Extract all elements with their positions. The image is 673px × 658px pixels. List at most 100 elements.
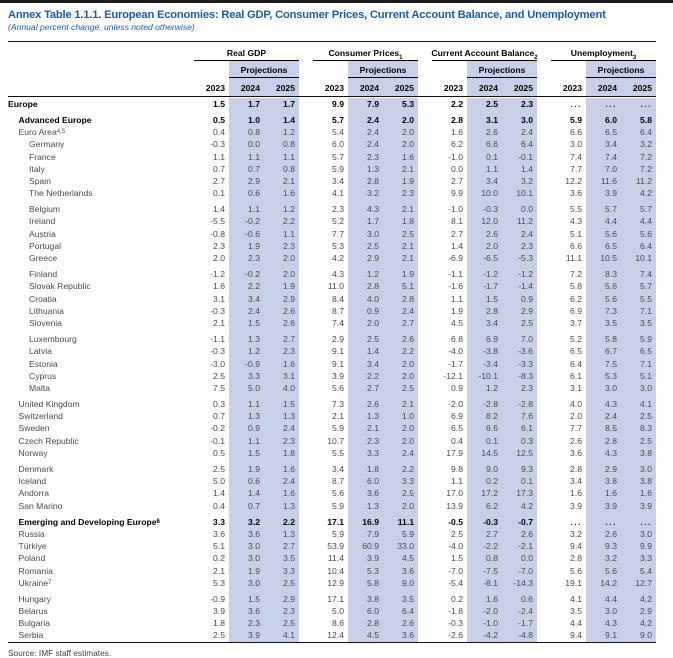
- row-spacer: [264, 512, 299, 516]
- value-cell: 2.8: [570, 553, 582, 564]
- value-cell: 5.7: [621, 203, 656, 216]
- group-gap: [418, 252, 432, 264]
- value-cell: 2.3: [502, 240, 537, 253]
- value-cell: 7.0: [502, 333, 537, 346]
- value-cell: -0.2: [229, 268, 264, 281]
- value-cell: 9.3: [502, 463, 537, 476]
- value-cell: 3.4: [467, 317, 502, 330]
- value-cell: 5.0: [332, 606, 344, 617]
- year-base-spacer: [194, 61, 229, 75]
- group-gap: [537, 126, 551, 138]
- value-cell: 1.6: [264, 187, 299, 200]
- value-cell: 2.5: [621, 434, 656, 448]
- value-cell: 2.8: [383, 292, 418, 305]
- value-cell: 5.9: [332, 423, 344, 434]
- value-cell: -4.8: [502, 629, 537, 642]
- value-cell: 3.3: [264, 564, 299, 577]
- value-cell: -0.3: [467, 516, 502, 529]
- value-cell: 2.1: [383, 240, 418, 253]
- row-spacer: [383, 394, 418, 399]
- value-cell: 1.5: [229, 317, 264, 330]
- value-cell: 6.4: [502, 138, 537, 151]
- value-cell: -2.6: [448, 630, 463, 641]
- value-cell: -2.1: [502, 540, 537, 553]
- group-gap: [418, 139, 432, 151]
- column-group-header: Current Account Balance 2: [431, 43, 538, 61]
- row-spacer: [348, 264, 383, 269]
- row-spacer: [264, 394, 299, 399]
- value-cell: 3.0: [502, 114, 537, 127]
- value-cell: 2.7: [213, 175, 225, 186]
- group-gap: [537, 565, 551, 577]
- value-cell: 2.9: [332, 334, 344, 345]
- row-spacer: [621, 589, 656, 594]
- value-cell: 2.4: [348, 114, 383, 127]
- value-cell: 2.2: [264, 516, 299, 529]
- value-cell: -2.0: [467, 605, 502, 618]
- value-cell: 1.4: [229, 487, 264, 500]
- row-label: Portugal: [29, 240, 62, 251]
- value-cell: 7.4: [332, 317, 344, 328]
- group-gap: [418, 382, 432, 394]
- value-cell: -1.7: [467, 280, 502, 293]
- value-cell: 1.6: [621, 487, 656, 500]
- value-cell: -3.4: [467, 357, 502, 370]
- value-cell: 2.0: [467, 240, 502, 253]
- value-cell: 5.1: [570, 228, 582, 239]
- value-cell: 5.8: [586, 333, 621, 346]
- value-cell: 1.3: [348, 162, 383, 176]
- value-cell: 8.1: [451, 216, 463, 227]
- value-cell: 2.3: [332, 204, 344, 215]
- value-cell: 3.1: [264, 369, 299, 383]
- row-spacer: [264, 264, 299, 269]
- value-cell: 2.4: [229, 305, 264, 318]
- value-cell: 3.6: [383, 629, 418, 642]
- value-cell: 0.4: [213, 500, 225, 511]
- row-spacer: [502, 459, 537, 464]
- value-cell: 5.8: [348, 576, 383, 590]
- group-gap: [537, 98, 551, 110]
- row-spacer: [467, 110, 502, 115]
- value-cell: 9.1: [586, 629, 621, 642]
- row-label: Advanced Europe: [18, 114, 92, 125]
- value-cell: 0.7: [213, 411, 225, 422]
- group-gap: [418, 293, 432, 305]
- year-header: 2024: [229, 78, 264, 96]
- value-cell: 2.0: [264, 252, 299, 265]
- value-cell: 3.9: [621, 499, 656, 512]
- value-cell: 9.0: [383, 576, 418, 590]
- group-gap: [537, 370, 551, 382]
- group-gap: [418, 216, 432, 228]
- value-cell: 14.5: [467, 447, 502, 460]
- value-cell: 7.4: [621, 268, 656, 281]
- row-spacer: [502, 394, 537, 399]
- value-cell: 2.9: [264, 593, 299, 606]
- value-cell: 3.8: [621, 447, 656, 460]
- value-cell: 12.2: [565, 175, 582, 186]
- value-cell: 1.6: [570, 488, 582, 499]
- group-gap: [537, 500, 551, 512]
- group-gap: [418, 398, 432, 410]
- value-cell: 1.3: [348, 410, 383, 423]
- group-gap: [418, 228, 432, 240]
- value-cell: -2.2: [467, 540, 502, 553]
- group-gap: [537, 411, 551, 423]
- value-cell: 4.5: [451, 317, 463, 328]
- value-cell: -0.9: [229, 357, 264, 370]
- group-gap: [299, 540, 313, 552]
- value-cell: 3.9: [570, 500, 582, 511]
- value-cell: 0.6: [502, 593, 537, 606]
- group-gap: [537, 175, 551, 187]
- value-cell: 5.9: [332, 163, 344, 174]
- value-cell: 8.7: [332, 305, 344, 316]
- value-cell: 4.2: [621, 617, 656, 630]
- group-gap: [537, 398, 551, 410]
- row-label: Europe: [8, 98, 38, 109]
- row-label: Iceland: [18, 476, 47, 487]
- value-cell: 6.9: [467, 333, 502, 346]
- value-cell: 6.1: [570, 370, 582, 381]
- group-gap: [299, 528, 313, 540]
- page-top-rule: [0, 0, 673, 3]
- value-cell: 2.5: [213, 630, 225, 641]
- value-cell: 7.7: [570, 163, 582, 174]
